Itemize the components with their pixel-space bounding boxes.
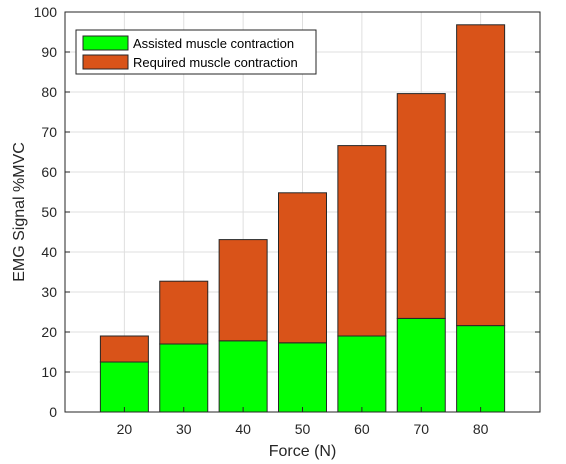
x-tick-label: 60 bbox=[354, 421, 370, 437]
x-axis-ticks: 20 30 40 50 60 70 80 bbox=[117, 407, 489, 437]
bar-required-segment bbox=[218, 239, 268, 342]
bar-assisted-segment bbox=[396, 317, 446, 413]
x-tick-label: 40 bbox=[235, 421, 251, 437]
y-tick-label: 90 bbox=[41, 44, 57, 60]
legend: Assisted muscle contraction Required mus… bbox=[75, 29, 317, 75]
bar-required-segment bbox=[159, 280, 209, 345]
bar-assisted-segment bbox=[159, 343, 209, 413]
legend-swatch-required bbox=[82, 54, 129, 70]
bar-required-segment bbox=[396, 93, 446, 319]
x-tick-label: 30 bbox=[176, 421, 192, 437]
x-tick-label: 80 bbox=[473, 421, 489, 437]
bar-required-segment bbox=[337, 145, 387, 337]
legend-label-assisted: Assisted muscle contraction bbox=[133, 36, 294, 51]
x-tick-label: 50 bbox=[295, 421, 311, 437]
x-axis-label: Force (N) bbox=[269, 443, 337, 460]
x-tick-label: 20 bbox=[117, 421, 133, 437]
legend-swatch-assisted bbox=[82, 35, 129, 51]
y-tick-label: 20 bbox=[41, 324, 57, 340]
y-axis-label: EMG Signal %MVC bbox=[11, 142, 28, 282]
y-tick-label: 10 bbox=[41, 364, 57, 380]
y-tick-label: 50 bbox=[41, 204, 57, 220]
y-tick-label: 80 bbox=[41, 84, 57, 100]
bar-assisted-segment bbox=[278, 342, 327, 413]
y-tick-label: 40 bbox=[41, 244, 57, 260]
y-tick-label: 30 bbox=[41, 284, 57, 300]
bars-group bbox=[99, 24, 506, 413]
bar-assisted-segment bbox=[337, 335, 387, 413]
bar-assisted-segment bbox=[218, 340, 268, 413]
bar-assisted-segment bbox=[99, 361, 149, 413]
y-tick-label: 60 bbox=[41, 164, 57, 180]
bar-assisted-segment bbox=[456, 325, 506, 413]
bar-required-segment bbox=[99, 335, 149, 363]
y-tick-label: 100 bbox=[34, 4, 58, 20]
x-tick-label: 70 bbox=[413, 421, 429, 437]
y-axis-ticks: 0 10 20 30 40 50 60 70 80 90 100 bbox=[34, 4, 540, 420]
bar-required-segment bbox=[456, 24, 506, 327]
y-tick-label: 0 bbox=[49, 404, 57, 420]
bar-required-segment bbox=[278, 192, 327, 344]
legend-label-required: Required muscle contraction bbox=[133, 55, 298, 70]
y-tick-label: 70 bbox=[41, 124, 57, 140]
